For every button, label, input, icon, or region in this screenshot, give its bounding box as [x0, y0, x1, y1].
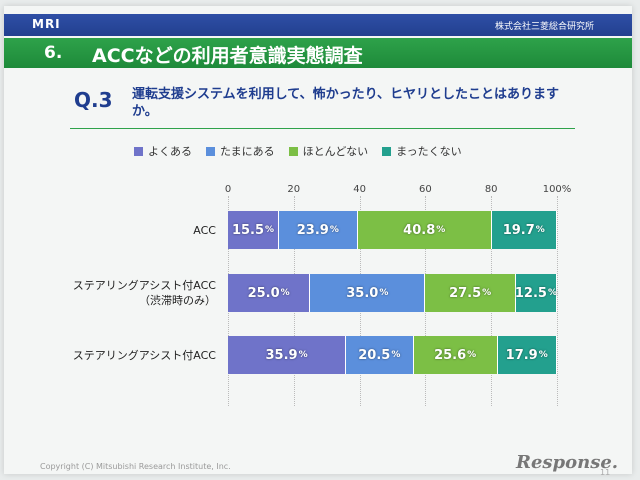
bar-segment: 17.9%	[497, 336, 557, 374]
gridline	[557, 196, 559, 406]
legend-label: ほとんどない	[302, 145, 369, 158]
category-label: ステアリングアシスト付ACC	[72, 348, 216, 362]
bar-segment: 35.9%	[228, 336, 347, 374]
question-text: 運転支援システムを利用して、怖かったり、ヒヤリとしたことはありますか。	[132, 87, 560, 119]
legend-swatch	[206, 146, 215, 156]
question-number: Q.3	[74, 88, 113, 112]
data-label: 25.6	[434, 347, 467, 363]
copyright: Copyright (C) Mitsubishi Research Instit…	[40, 462, 231, 471]
x-tick-label: 20	[287, 184, 301, 195]
data-label: 17.9	[505, 347, 538, 363]
chart-legend: よくある たまにある ほとんどない まったくない	[134, 143, 462, 159]
legend-item: たまにある	[206, 143, 275, 159]
data-label: 12.5	[514, 285, 547, 301]
legend-item: まったくない	[382, 143, 462, 159]
x-tick-label: 100%	[542, 184, 572, 195]
data-label: 23.9	[296, 222, 329, 238]
x-tick-label: 0	[224, 184, 232, 195]
x-tick-label: 80	[484, 184, 498, 195]
category-label: ステアリングアシスト付ACC （渋滞時のみ）	[72, 279, 216, 307]
bar-segment: 25.6%	[413, 336, 498, 374]
data-label: 20.5	[358, 347, 391, 363]
legend-label: よくある	[148, 145, 192, 158]
x-tick-label: 60	[419, 184, 432, 195]
legend-label: まったくない	[396, 145, 462, 158]
header-bar: MRI 株式会社三菱総合研究所	[4, 14, 632, 36]
company-name: 株式会社三菱総合研究所	[494, 22, 594, 32]
x-tick-label: 40	[353, 184, 366, 195]
question-divider	[70, 128, 575, 129]
data-label: 35.9	[265, 347, 298, 363]
bar-segment: 19.7%	[491, 211, 557, 249]
slide-title: ACCなどの利用者意識実態調査	[92, 45, 363, 67]
page-number: 11	[600, 468, 611, 477]
mri-logo: MRI	[32, 17, 61, 31]
slide: MRI 株式会社三菱総合研究所 6. ACCなどの利用者意識実態調査 Q.3 運…	[4, 6, 632, 477]
legend-swatch	[288, 146, 298, 156]
bar-segment: 12.5%	[514, 274, 557, 312]
data-label: 15.5	[231, 222, 265, 238]
legend-label: たまにある	[220, 145, 275, 158]
legend-item: よくある	[134, 143, 192, 159]
data-label: 40.8	[403, 222, 436, 238]
category-label: ACC	[193, 223, 216, 237]
legend-swatch	[382, 146, 392, 156]
bar-segment: 20.5%	[346, 336, 414, 374]
legend-item: ほとんどない	[288, 143, 369, 159]
data-label: 19.7	[502, 222, 535, 238]
title-bar: 6. ACCなどの利用者意識実態調査	[4, 38, 632, 68]
legend-swatch	[134, 146, 143, 156]
bar-segment: 40.8%	[357, 211, 492, 249]
response-logo: Response.	[516, 452, 619, 473]
bar-segment: 15.5%	[228, 211, 279, 249]
data-label: 27.5	[449, 285, 482, 301]
data-label: 35.0	[346, 285, 379, 301]
slide-number: 6.	[44, 43, 63, 63]
data-label: 25.0	[247, 285, 280, 301]
bar-segment: 27.5%	[425, 274, 516, 312]
bar-segment: 23.9%	[278, 211, 358, 249]
bar-segment: 35.0%	[310, 274, 426, 312]
bar-segment: 25.0%	[228, 274, 311, 312]
